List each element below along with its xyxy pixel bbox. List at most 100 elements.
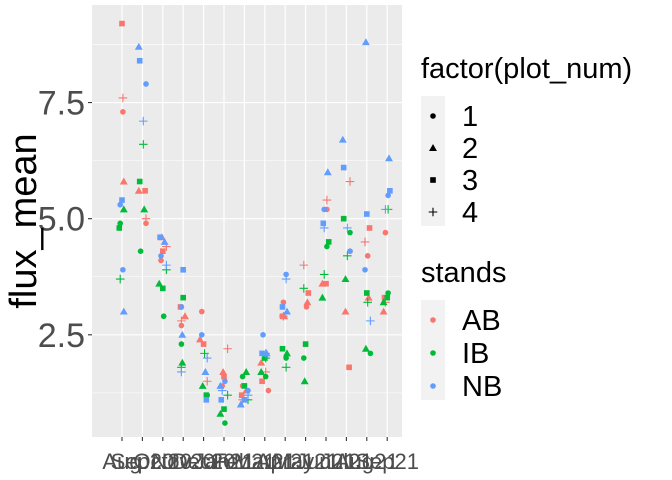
x-tick-label: Mar21 bbox=[234, 449, 296, 474]
data-point-ab bbox=[143, 220, 149, 227]
data-point-ib bbox=[299, 284, 309, 293]
data-point-ab bbox=[238, 392, 245, 398]
data-point-ib bbox=[160, 313, 167, 320]
legend-label: NB bbox=[462, 371, 502, 403]
data-point-ab bbox=[382, 229, 389, 236]
data-point-nb bbox=[385, 192, 391, 199]
x-tick-label: Sep21 bbox=[355, 449, 419, 474]
data-point-nb bbox=[347, 248, 353, 254]
data-point-nb bbox=[236, 400, 245, 408]
legend-label: 4 bbox=[462, 197, 478, 229]
x-tick-label: May21 bbox=[273, 449, 339, 474]
data-point-ab bbox=[345, 177, 355, 186]
data-point-ab bbox=[219, 368, 228, 375]
x-tick-label: Sep20 bbox=[111, 449, 175, 474]
data-point-ib bbox=[384, 294, 391, 301]
data-point-nb bbox=[320, 220, 327, 227]
data-point-ib bbox=[302, 341, 309, 347]
data-point-nb bbox=[366, 316, 375, 326]
x-tick-label: Aug bbox=[102, 449, 141, 474]
data-point-nb bbox=[245, 387, 251, 394]
data-point-ab bbox=[119, 20, 125, 27]
data-point-nb bbox=[283, 271, 289, 278]
x-tick-label: Feb21 bbox=[213, 449, 275, 474]
data-point-ib bbox=[119, 205, 128, 213]
data-point-ib bbox=[367, 350, 374, 357]
data-point-nb bbox=[119, 307, 128, 315]
data-point-ib bbox=[300, 355, 307, 361]
data-point-ab bbox=[341, 307, 350, 315]
data-point-ib bbox=[325, 239, 332, 245]
data-point-ab bbox=[119, 177, 128, 185]
data-point-ab bbox=[346, 364, 352, 371]
legend-key-ib bbox=[430, 350, 436, 356]
data-point-ib bbox=[363, 290, 370, 296]
data-point-ab bbox=[221, 373, 227, 380]
data-point-ab bbox=[159, 248, 166, 254]
data-point-ib bbox=[241, 383, 248, 389]
data-point-nb bbox=[136, 57, 143, 64]
data-point-ab bbox=[318, 279, 327, 287]
data-point-nb bbox=[216, 381, 225, 389]
data-point-ib bbox=[137, 248, 144, 254]
data-point-nb bbox=[363, 211, 370, 217]
data-point-ib bbox=[363, 298, 372, 307]
data-point-ab bbox=[323, 280, 329, 287]
data-point-ib bbox=[279, 345, 286, 352]
data-point-ab bbox=[198, 308, 205, 315]
legend-label: IB bbox=[462, 338, 489, 370]
data-point-ab bbox=[178, 322, 185, 329]
data-point-ib bbox=[318, 293, 327, 301]
data-point-nb bbox=[385, 154, 393, 162]
data-point-ib bbox=[340, 215, 347, 222]
data-point-nb bbox=[261, 349, 270, 358]
data-point-ab bbox=[305, 290, 312, 296]
data-point-nb bbox=[340, 164, 347, 171]
y-tick-label: 5.0 bbox=[38, 201, 85, 239]
data-point-ib bbox=[385, 290, 391, 296]
data-point-nb bbox=[162, 260, 171, 270]
legend-key-triangle bbox=[429, 144, 437, 151]
data-point-ab bbox=[265, 387, 272, 394]
data-point-nb bbox=[202, 353, 212, 363]
legend-key-circle bbox=[430, 113, 436, 119]
legend-label: 2 bbox=[462, 133, 478, 165]
data-point-ab bbox=[118, 93, 128, 103]
data-point-ib bbox=[343, 251, 352, 261]
x-tick-label: Oct20 bbox=[133, 449, 192, 474]
legend-label: 1 bbox=[462, 101, 478, 133]
data-point-ib bbox=[200, 349, 209, 358]
data-point-ib bbox=[117, 220, 124, 227]
data-point-ab bbox=[134, 186, 143, 194]
data-point-ib bbox=[221, 406, 227, 412]
data-point-ab bbox=[322, 195, 332, 205]
data-point-nb bbox=[143, 81, 149, 87]
data-point-ib bbox=[324, 243, 330, 250]
data-point-nb bbox=[157, 234, 163, 241]
data-point-ab bbox=[158, 257, 164, 264]
legend-key-ab bbox=[430, 317, 436, 323]
data-point-nb bbox=[134, 42, 143, 50]
data-point-ib bbox=[262, 373, 269, 380]
data-point-nb bbox=[198, 332, 205, 338]
data-point-ab bbox=[303, 304, 310, 310]
data-point-ab bbox=[280, 299, 287, 306]
x-tick-label: Jun21 bbox=[296, 449, 356, 474]
data-point-ib bbox=[155, 279, 164, 287]
data-point-ib bbox=[178, 358, 187, 366]
data-point-ib bbox=[347, 229, 353, 236]
y-axis-title: flux_mean bbox=[3, 133, 45, 308]
data-point-nb bbox=[160, 237, 169, 245]
data-point-ib bbox=[239, 373, 246, 380]
data-point-ib bbox=[139, 140, 148, 149]
data-point-ib bbox=[281, 363, 291, 372]
data-point-ib bbox=[242, 368, 251, 375]
data-point-ab bbox=[364, 293, 373, 301]
data-point-nb bbox=[321, 206, 328, 213]
data-point-ib bbox=[222, 420, 228, 426]
data-point-nb bbox=[218, 397, 225, 403]
data-point-ib bbox=[116, 225, 123, 231]
data-point-ab bbox=[200, 341, 207, 347]
data-point-ab bbox=[223, 344, 232, 354]
